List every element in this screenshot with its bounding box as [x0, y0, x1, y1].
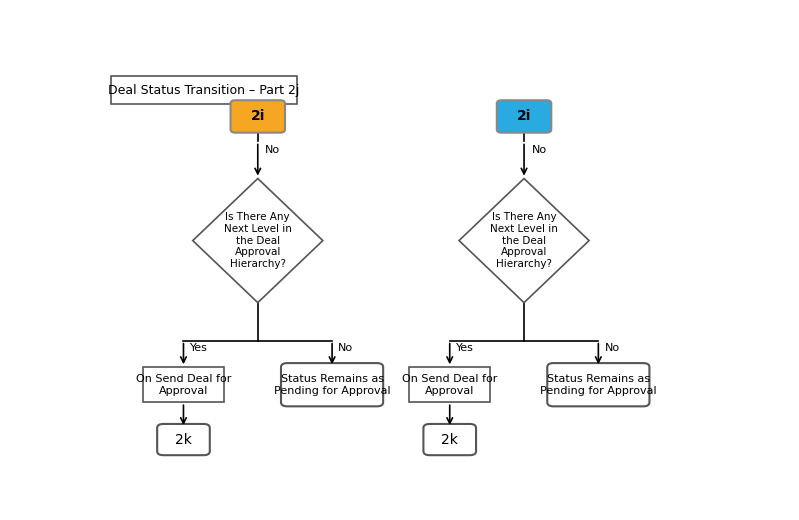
FancyBboxPatch shape	[231, 100, 285, 133]
Polygon shape	[193, 178, 323, 303]
FancyBboxPatch shape	[111, 75, 296, 105]
FancyBboxPatch shape	[423, 424, 476, 455]
Text: Is There Any
Next Level in
the Deal
Approval
Hierarchy?: Is There Any Next Level in the Deal Appr…	[490, 212, 558, 269]
FancyBboxPatch shape	[143, 367, 224, 402]
Text: No: No	[265, 145, 280, 154]
Text: 2i: 2i	[517, 109, 531, 123]
Polygon shape	[459, 178, 589, 303]
FancyBboxPatch shape	[157, 424, 210, 455]
Text: Yes: Yes	[456, 343, 474, 353]
Text: On Send Deal for
Approval: On Send Deal for Approval	[402, 374, 498, 396]
FancyBboxPatch shape	[547, 363, 650, 406]
FancyBboxPatch shape	[497, 100, 551, 133]
Text: 2k: 2k	[175, 433, 192, 447]
Text: Status Remains as
Pending for Approval: Status Remains as Pending for Approval	[274, 374, 391, 396]
FancyBboxPatch shape	[409, 367, 490, 402]
Text: Yes: Yes	[189, 343, 208, 353]
Text: On Send Deal for
Approval: On Send Deal for Approval	[136, 374, 231, 396]
Text: 2k: 2k	[441, 433, 458, 447]
Text: Is There Any
Next Level in
the Deal
Approval
Hierarchy?: Is There Any Next Level in the Deal Appr…	[224, 212, 292, 269]
Text: Deal Status Transition – Part 2j: Deal Status Transition – Part 2j	[108, 84, 300, 97]
Text: No: No	[338, 343, 353, 353]
Text: No: No	[605, 343, 620, 353]
Text: No: No	[531, 145, 547, 154]
FancyBboxPatch shape	[281, 363, 384, 406]
Text: 2i: 2i	[251, 109, 265, 123]
Text: Status Remains as
Pending for Approval: Status Remains as Pending for Approval	[540, 374, 657, 396]
